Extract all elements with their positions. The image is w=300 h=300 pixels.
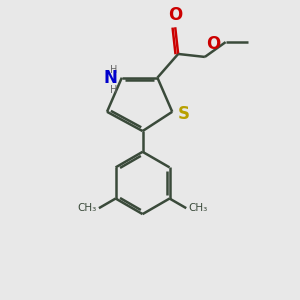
Text: CH₃: CH₃	[77, 203, 97, 213]
Text: H: H	[110, 65, 117, 75]
Text: H: H	[110, 85, 117, 95]
Text: O: O	[206, 35, 220, 53]
Text: N: N	[103, 69, 117, 87]
Text: O: O	[168, 6, 182, 24]
Text: S: S	[178, 105, 190, 123]
Text: CH₃: CH₃	[189, 203, 208, 213]
